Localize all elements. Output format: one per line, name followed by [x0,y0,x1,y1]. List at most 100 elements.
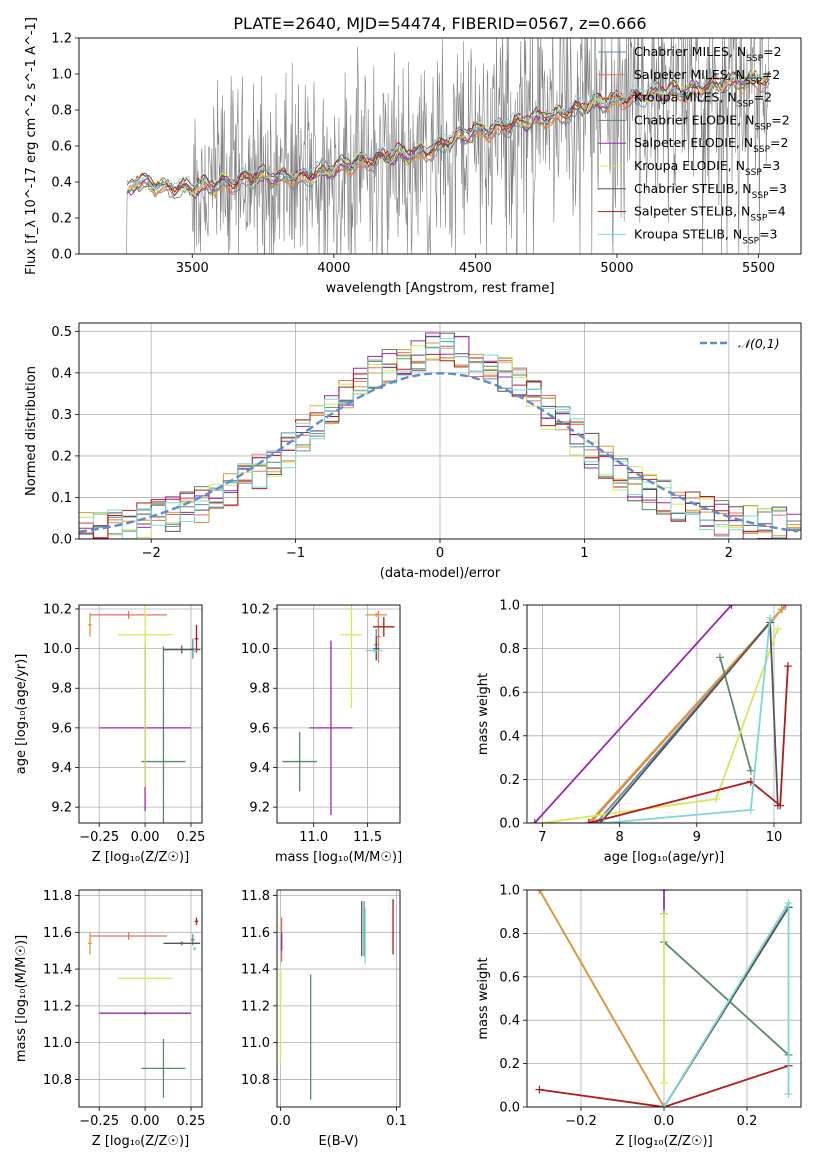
weight-marker [766,614,775,623]
x-axis-label: wavelength [Angstrom, rest frame] [326,281,555,296]
x-tick-label: 0 [436,546,444,561]
errorbar-point [90,932,168,940]
y-tick-label: 9.8 [249,682,270,697]
weight-marker [776,801,785,810]
y-tick-label: 11.0 [43,1036,72,1051]
axes-frame [526,604,802,824]
y-tick-label: 10.8 [241,1073,270,1088]
errorbar-point [88,612,92,637]
y-tick-label: 0.0 [51,248,72,263]
errorbar-point [141,1038,186,1098]
x-tick-label: −0.25 [79,1114,119,1129]
weight-marker [784,899,793,908]
y-tick-label: 0.2 [499,773,520,788]
y-axis-label: Flux [f_λ 10^-17 erg cm^-2 s^-1 A^-1] [24,17,39,275]
weight-marker [727,605,736,609]
normal-reference-curve [79,372,799,533]
model-spectrum-line [126,71,770,194]
plot-area [88,917,201,1098]
weight-marker [600,819,609,823]
y-tick-label: 0.8 [499,642,520,657]
x-tick-label: 4500 [459,261,492,276]
model-spectrum-line [126,69,770,192]
weight-marker [660,909,668,918]
model-spectrum-line [126,70,770,198]
y-axis-label: age [log₁₀(age/yr)] [14,654,29,775]
legend-label: 𝒩(0,1) [738,336,780,351]
plot-area [79,38,770,254]
weight-marker [715,653,724,662]
legend-label: Salpeter STELIB, NSSP=4 [634,204,786,224]
x-tick-label: 0.2 [737,1114,758,1129]
axes-frame [78,37,802,255]
x-axis-label: E(B-V) [318,1134,358,1149]
grid [79,605,202,823]
legend-label: Chabrier STELIB, NSSP=3 [634,181,787,201]
x-tick-label: 2 [725,546,733,561]
x-axis-label: (data-model)/error [380,566,501,581]
x-tick-label: 10 [766,830,783,845]
y-tick-label: 0.0 [499,817,520,832]
weight-line [542,628,779,823]
y-tick-label: 0.4 [51,366,72,381]
y-axis-label: mass weight [476,957,491,1039]
x-tick-label: 0.0 [270,1114,291,1129]
histogram-step [79,353,801,539]
x-axis-label: Z [log₁₀(Z/Z☉)] [92,850,189,865]
y-tick-label: 11.0 [241,1036,270,1051]
x-axis-label: Z [log₁₀(Z/Z☉)] [92,1134,189,1149]
errorbar-point [340,605,363,709]
y-tick-label: 11.2 [43,999,72,1014]
x-tick-label: 0.1 [386,1114,407,1129]
x-tick-label: 5000 [600,261,633,276]
panel-age-vs-mass: 11.0 11.5 9.2 9.4 9.6 9.8 10.0 10.2 mass [log₁₀(… [241,602,402,865]
weight-marker [660,890,668,894]
errorbar-point [192,648,197,653]
x-axis-label: age [log₁₀(age/yr)] [604,850,725,865]
errorbar-point [365,648,383,653]
weight-line [534,605,733,823]
weight-marker [783,662,792,671]
model-spectrum-line [126,69,770,199]
weight-marker [538,819,547,823]
y-tick-label: 11.6 [43,926,72,941]
y-tick-label: 0.6 [499,970,520,985]
legend-label: Salpeter MILES, NSSP=2 [634,67,780,87]
errorbar-point [88,932,92,955]
x-tick-label: 0.00 [131,1114,160,1129]
legend-label: Kroupa MILES, NSSP=2 [634,90,772,110]
y-tick-label: 0.4 [499,1014,520,1029]
x-tick-label: −1 [286,546,305,561]
errorbar-point [194,624,199,653]
y-tick-label: 9.4 [249,761,270,776]
y-tick-label: 9.2 [249,801,270,816]
weight-line [663,941,790,1056]
y-tick-label: 0.4 [51,176,72,191]
histogram-step [79,332,801,539]
errorbar-point [141,646,186,823]
x-tick-label: 0.00 [131,830,160,845]
weight-marker [773,624,782,633]
plot-area [279,899,394,1100]
y-tick-label: 11.8 [43,889,72,904]
panel-mass-vs-ebv: 0.0 0.1 10.8 11.0 11.2 11.4 11.6 11.8 E(B-V) [241,889,407,1149]
y-tick-label: 11.4 [43,963,72,978]
y-tick-label: 1.2 [51,32,72,47]
weight-line [588,665,789,823]
x-tick-label: 0.25 [177,1114,206,1129]
errorbar-point [117,974,173,982]
weight-line [538,890,665,1107]
y-tick-label: 1.0 [499,884,520,899]
y-tick-label: 0.0 [51,533,72,548]
y-tick-label: 0.3 [51,408,72,423]
plot-area [79,332,801,539]
errorbar-point [163,941,201,946]
weight-marker [746,805,755,814]
plot-area [530,605,792,823]
weight-marker [777,605,786,614]
x-tick-label: −2 [142,546,161,561]
y-tick-label: 11.8 [241,889,270,904]
x-tick-label: 0.25 [177,830,206,845]
y-tick-label: 9.8 [51,682,72,697]
x-axis-label: Z [log₁₀(Z/Z☉)] [615,1134,712,1149]
